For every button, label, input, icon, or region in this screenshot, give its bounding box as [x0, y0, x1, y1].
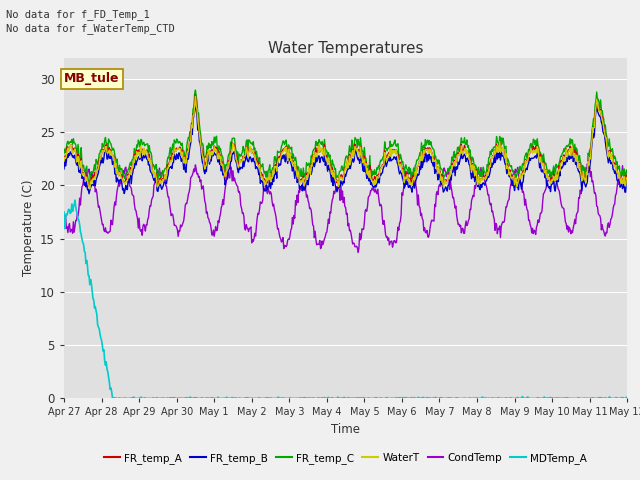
- Legend: FR_temp_A, FR_temp_B, FR_temp_C, WaterT, CondTemp, MDTemp_A: FR_temp_A, FR_temp_B, FR_temp_C, WaterT,…: [100, 449, 591, 468]
- Text: No data for f_WaterTemp_CTD: No data for f_WaterTemp_CTD: [6, 23, 175, 34]
- Y-axis label: Temperature (C): Temperature (C): [22, 180, 35, 276]
- X-axis label: Time: Time: [331, 423, 360, 436]
- Text: No data for f_FD_Temp_1: No data for f_FD_Temp_1: [6, 9, 150, 20]
- Title: Water Temperatures: Water Temperatures: [268, 41, 423, 57]
- Text: MB_tule: MB_tule: [64, 72, 120, 85]
